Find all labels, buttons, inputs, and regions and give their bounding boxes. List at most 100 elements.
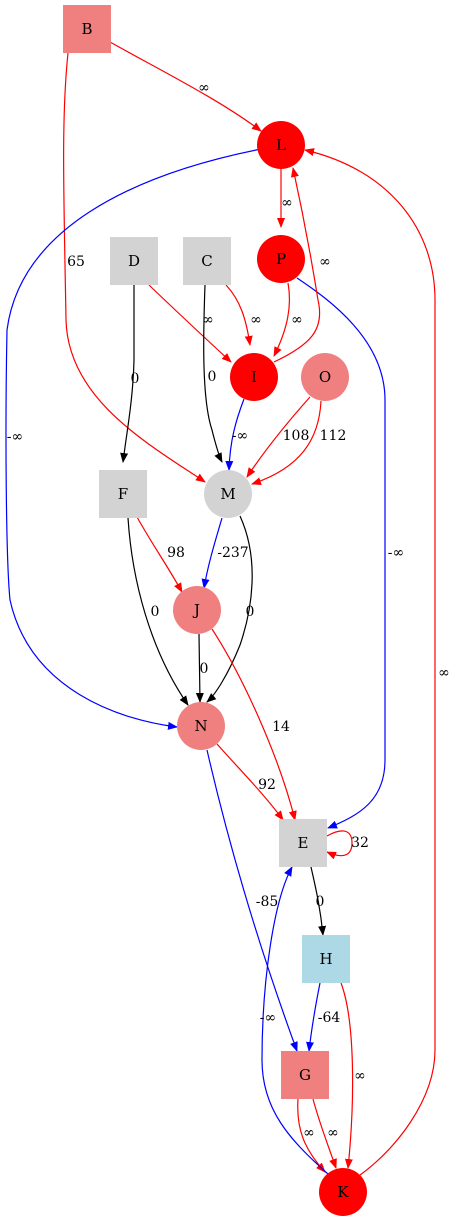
edge-m-j	[201, 517, 223, 589]
edge-label-n-g: -85	[256, 894, 279, 910]
node-l[interactable]: L	[257, 121, 305, 169]
edge-d-f	[120, 285, 135, 463]
edge-h-k	[340, 982, 354, 1169]
edge-f-n	[127, 517, 189, 706]
node-f-label: F	[118, 485, 128, 503]
node-c[interactable]: C	[183, 237, 231, 285]
edge-label-e-e: 32	[351, 835, 369, 851]
node-m-circle	[204, 470, 252, 518]
edge-k-l	[304, 148, 436, 1176]
node-f[interactable]: F	[99, 470, 147, 518]
nodes-layer: B L D C P I O F M J N E H G K	[63, 5, 367, 1216]
edge-label-b-m: 65	[67, 254, 85, 270]
node-d-box	[110, 237, 158, 285]
edge-label-g-k-b: ∞	[327, 1125, 339, 1141]
edge-i-l	[273, 167, 321, 363]
edge-d-i	[148, 284, 232, 363]
node-m[interactable]: M	[204, 470, 252, 518]
edge-label-m-j: -237	[217, 545, 248, 561]
edge-e-h	[310, 866, 327, 936]
edge-j-n	[195, 633, 204, 703]
edges-layer	[5, 41, 436, 1176]
node-h-box	[302, 935, 350, 983]
node-o-label: O	[319, 368, 331, 386]
edge-e-e	[326, 830, 353, 860]
node-h[interactable]: H	[302, 935, 350, 983]
edge-f-j	[136, 516, 183, 593]
edge-label-c-i: ∞	[250, 312, 262, 328]
edge-label-j-e: 14	[272, 719, 290, 735]
node-c-label: C	[201, 252, 212, 270]
node-n[interactable]: N	[177, 702, 225, 750]
edge-label-f-j: 98	[167, 545, 185, 561]
edge-label-l-p: ∞	[281, 195, 293, 211]
edge-label-p-i: ∞	[291, 312, 303, 328]
node-j[interactable]: J	[173, 586, 221, 634]
node-p-label: P	[276, 250, 286, 268]
edge-label-g-k-a: ∞	[303, 1125, 315, 1141]
edge-label-n-e: 92	[258, 777, 276, 793]
edge-p-e	[296, 277, 386, 829]
node-g[interactable]: G	[281, 1051, 329, 1099]
edge-m-n	[206, 515, 253, 703]
edge-label-o-m-108: 108	[283, 428, 310, 444]
edge-label-j-n: 0	[200, 661, 209, 677]
edge-j-e	[211, 628, 297, 821]
node-d-label: D	[128, 252, 140, 270]
node-h-label: H	[319, 950, 332, 968]
edge-i-m	[225, 398, 245, 471]
node-j-circle	[173, 586, 221, 634]
edge-g-k-b	[312, 1098, 337, 1169]
node-i-label: I	[251, 368, 257, 386]
edge-label-d-i: ∞	[202, 312, 214, 328]
edge-label-l-n: -∞	[7, 429, 23, 445]
edge-o-m-112	[251, 400, 322, 485]
edge-p-i	[273, 282, 291, 357]
node-b-label: B	[81, 20, 92, 38]
node-o[interactable]: O	[301, 353, 349, 401]
edge-o-m-108	[246, 396, 311, 478]
node-i[interactable]: I	[230, 353, 278, 401]
edge-label-e-h: 0	[316, 894, 325, 910]
node-g-label: G	[299, 1066, 311, 1084]
edge-b-l	[109, 41, 262, 132]
node-m-label: M	[220, 485, 235, 503]
edge-h-g	[306, 982, 321, 1052]
edge-label-o-m-112: 112	[320, 428, 347, 444]
node-p[interactable]: P	[257, 235, 305, 283]
edge-n-g	[206, 749, 298, 1052]
node-i-circle	[230, 353, 278, 401]
node-e-label: E	[298, 834, 309, 852]
edge-label-k-e: -∞	[260, 1010, 276, 1026]
edge-c-i	[225, 284, 253, 346]
node-b-box	[63, 5, 111, 53]
node-n-label: N	[194, 717, 207, 735]
node-l-label: L	[276, 136, 286, 154]
edge-label-b-l: ∞	[198, 80, 210, 96]
edge-b-m	[63, 52, 206, 483]
node-n-circle	[177, 702, 225, 750]
node-b[interactable]: B	[63, 5, 111, 53]
edge-l-n	[5, 148, 262, 730]
node-k-label: K	[337, 1183, 349, 1201]
edge-label-k-l: ∞	[438, 665, 450, 681]
edge-n-e	[216, 743, 284, 821]
node-o-circle	[301, 353, 349, 401]
node-k[interactable]: K	[319, 1168, 367, 1216]
node-k-circle	[319, 1168, 367, 1216]
node-j-label: J	[192, 601, 200, 619]
edge-label-p-e: -∞	[388, 545, 404, 561]
node-d[interactable]: D	[110, 237, 158, 285]
edge-c-m	[203, 284, 223, 463]
node-f-box	[99, 470, 147, 518]
edge-label-c-m: 0	[208, 369, 217, 385]
edge-label-f-n: 0	[151, 604, 160, 620]
node-l-circle	[257, 121, 305, 169]
edge-label-h-g: -64	[318, 1010, 341, 1026]
node-e[interactable]: E	[279, 819, 327, 867]
node-e-box	[279, 819, 327, 867]
edge-label-m-n: 0	[246, 604, 255, 620]
node-p-circle	[257, 235, 305, 283]
edge-label-i-l: ∞	[319, 254, 331, 270]
